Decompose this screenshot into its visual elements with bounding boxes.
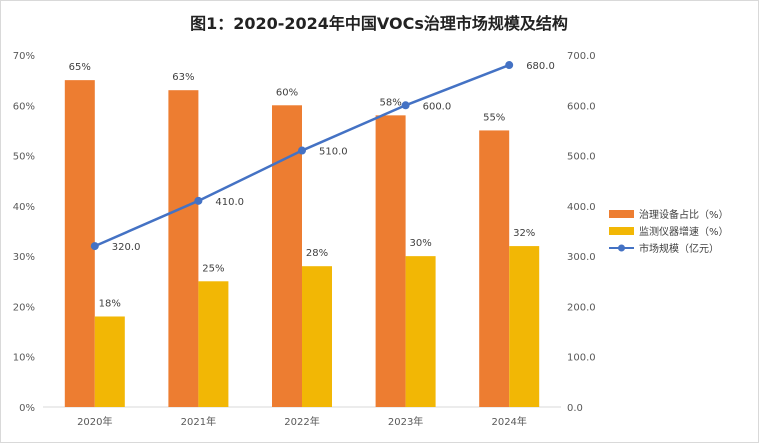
line-point — [298, 146, 306, 155]
bar — [479, 130, 510, 407]
bar — [375, 115, 406, 407]
bar-data-label: 25% — [202, 263, 224, 274]
bar — [509, 246, 540, 407]
left-axis-tick-label: 0% — [19, 403, 35, 414]
bar-data-label: 55% — [483, 112, 505, 123]
right-axis-tick-label: 700.0 — [567, 51, 596, 62]
x-axis-tick-label: 2024年 — [491, 415, 526, 428]
bar-data-label: 30% — [409, 238, 431, 249]
legend-marker — [618, 244, 625, 252]
line-data-label: 510.0 — [319, 147, 348, 158]
bar — [302, 266, 332, 407]
left-axis-tick-label: 20% — [13, 302, 35, 313]
right-axis-tick-label: 600.0 — [567, 101, 596, 112]
x-axis-tick-label: 2023年 — [388, 415, 423, 428]
legend-swatch — [609, 227, 634, 235]
bar-data-label: 32% — [513, 228, 535, 239]
right-axis-tick-label: 300.0 — [567, 252, 596, 263]
x-axis-tick-label: 2020年 — [77, 415, 112, 428]
line-data-label: 410.0 — [215, 197, 244, 208]
line-data-label: 680.0 — [526, 61, 555, 72]
legend-swatch — [609, 210, 634, 218]
legend-label: 监测仪器增速（%） — [639, 225, 729, 238]
plot-area: 0% 10% 20% 30% 40% 50% 60% 70% 0.0 100.0 200.0 300.… — [13, 51, 596, 428]
bar-data-label: 18% — [99, 298, 121, 309]
bar — [94, 316, 125, 407]
bar-data-label: 60% — [276, 87, 298, 98]
line-point — [505, 61, 514, 70]
bar — [405, 256, 436, 407]
line-point — [401, 101, 410, 110]
line-data-label: 320.0 — [112, 242, 141, 253]
left-axis-tick-label: 30% — [13, 252, 35, 263]
chart-title: 图1：2020-2024年中国VOCs治理市场规模及结构 — [190, 14, 568, 33]
bar — [272, 105, 302, 408]
x-axis-tick-label: 2021年 — [181, 415, 216, 428]
bar — [168, 90, 199, 407]
legend-label: 治理设备占比（%） — [639, 208, 729, 221]
right-axis-tick-label: 400.0 — [567, 202, 596, 213]
bar-data-label: 28% — [306, 248, 328, 259]
left-axis-tick-label: 40% — [13, 202, 35, 213]
left-axis-tick-label: 50% — [13, 152, 35, 163]
left-axis-tick-label: 10% — [13, 353, 35, 364]
bar — [198, 281, 229, 407]
bar-data-label: 65% — [69, 62, 91, 73]
left-axis-tick-label: 60% — [13, 101, 35, 112]
bar-data-label: 58% — [379, 97, 401, 108]
bar-data-label: 63% — [172, 72, 194, 83]
right-axis-tick-label: 200.0 — [567, 302, 596, 313]
legend: 治理设备占比（%） 监测仪器增速（%） 市场规模（亿元） — [609, 208, 729, 255]
left-axis-tick-label: 70% — [13, 51, 35, 62]
line-data-label: 600.0 — [423, 101, 452, 112]
right-axis-tick-label: 500.0 — [567, 152, 596, 163]
line-point — [90, 242, 99, 251]
x-axis-tick-label: 2022年 — [284, 415, 319, 428]
line-point — [194, 196, 203, 205]
bar — [64, 80, 95, 408]
legend-label: 市场规模（亿元） — [639, 242, 719, 255]
right-axis-tick-label: 0.0 — [567, 403, 583, 414]
right-axis-tick-label: 100.0 — [567, 353, 596, 364]
